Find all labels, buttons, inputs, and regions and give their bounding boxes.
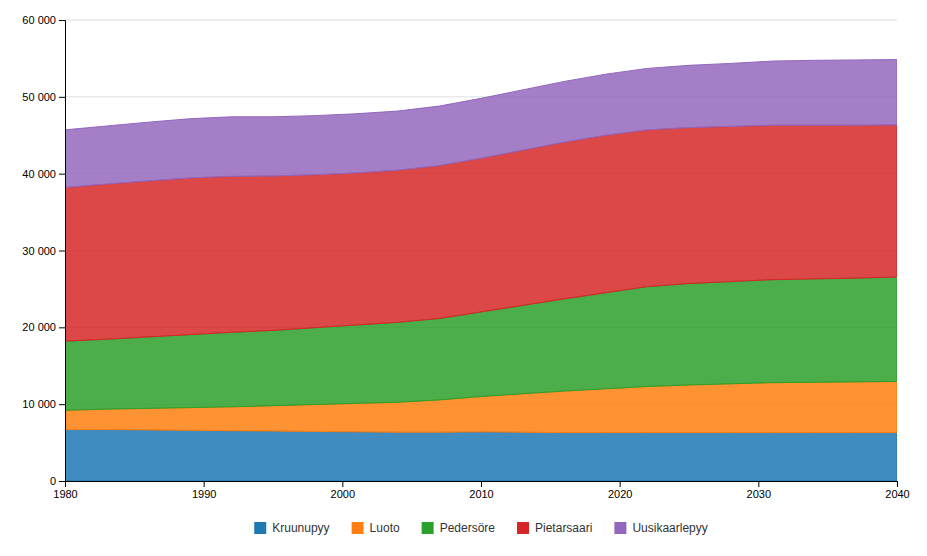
tick-label: 2020 <box>608 488 632 500</box>
tick-label: 60 000 <box>22 14 56 26</box>
tick: 2000 <box>331 481 355 500</box>
legend-swatch <box>517 522 529 534</box>
legend-label: Pietarsaari <box>535 521 592 535</box>
legend-swatch <box>614 522 626 534</box>
tick-mark <box>204 481 205 487</box>
legend-item: Uusikaarlepyy <box>614 521 707 535</box>
tick-mark <box>620 481 621 487</box>
tick-mark <box>897 481 898 487</box>
tick: 0 <box>50 475 65 487</box>
tick-mark <box>59 174 65 175</box>
tick: 1990 <box>192 481 216 500</box>
areas <box>65 60 897 481</box>
tick-label: 2010 <box>469 488 493 500</box>
tick-label: 2000 <box>331 488 355 500</box>
tick-label: 10 000 <box>22 398 56 410</box>
legend-swatch <box>422 522 434 534</box>
axis-line <box>66 482 898 488</box>
legend-label: Luoto <box>370 521 400 535</box>
x-axis: 1980 1990 2000 2010 2020 2030 2040 <box>53 481 909 500</box>
tick-label: 1990 <box>192 488 216 500</box>
legend-item: Kruunupyy <box>254 521 329 535</box>
area <box>65 430 897 481</box>
tick: 50 000 <box>22 91 65 103</box>
tick-mark <box>59 481 65 482</box>
tick: 1980 <box>53 481 77 500</box>
tick-label: 20 000 <box>22 321 56 333</box>
chart: 1980 1990 2000 2010 2020 2030 2040 0 10 000 20 00… <box>0 0 927 556</box>
tick: 60 000 <box>22 14 65 26</box>
tick-mark <box>342 481 343 487</box>
tick-label: 2040 <box>885 488 909 500</box>
tick-mark <box>59 97 65 98</box>
tick-label: 40 000 <box>22 168 56 180</box>
tick-mark <box>59 251 65 252</box>
grid <box>65 20 897 481</box>
tick: 30 000 <box>22 245 65 257</box>
tick-mark <box>59 404 65 405</box>
legend-label: Kruunupyy <box>272 521 329 535</box>
tick: 2020 <box>608 481 632 500</box>
tick: 2030 <box>747 481 771 500</box>
tick-label: 1980 <box>53 488 77 500</box>
tick-mark <box>59 20 65 21</box>
tick: 40 000 <box>22 168 65 180</box>
legend: Kruunupyy Luoto Pedersöre Pietarsaari Uusika… <box>254 521 708 535</box>
tick-mark <box>481 481 482 487</box>
area <box>65 60 897 188</box>
tick: 10 000 <box>22 398 65 410</box>
legend-swatch <box>254 522 266 534</box>
legend-swatch <box>352 522 364 534</box>
plot: 1980 1990 2000 2010 2020 2030 2040 0 10 000 20 00… <box>22 14 909 500</box>
tick-label: 0 <box>50 475 56 487</box>
legend-item: Pietarsaari <box>517 521 592 535</box>
tick: 2010 <box>469 481 493 500</box>
y-axis: 0 10 000 20 000 30 000 40 000 50 000 60 000 <box>22 14 65 487</box>
grid-line <box>65 20 897 21</box>
tick: 2040 <box>885 481 909 500</box>
tick-label: 30 000 <box>22 245 56 257</box>
tick-label: 50 000 <box>22 91 56 103</box>
legend-label: Pedersöre <box>440 521 496 535</box>
tick: 20 000 <box>22 321 65 333</box>
tick-label: 2030 <box>747 488 771 500</box>
legend-label: Uusikaarlepyy <box>632 521 707 535</box>
tick-mark <box>758 481 759 487</box>
tick-mark <box>59 327 65 328</box>
axis-line <box>59 21 66 482</box>
legend-item: Luoto <box>352 521 400 535</box>
legend-item: Pedersöre <box>422 521 496 535</box>
